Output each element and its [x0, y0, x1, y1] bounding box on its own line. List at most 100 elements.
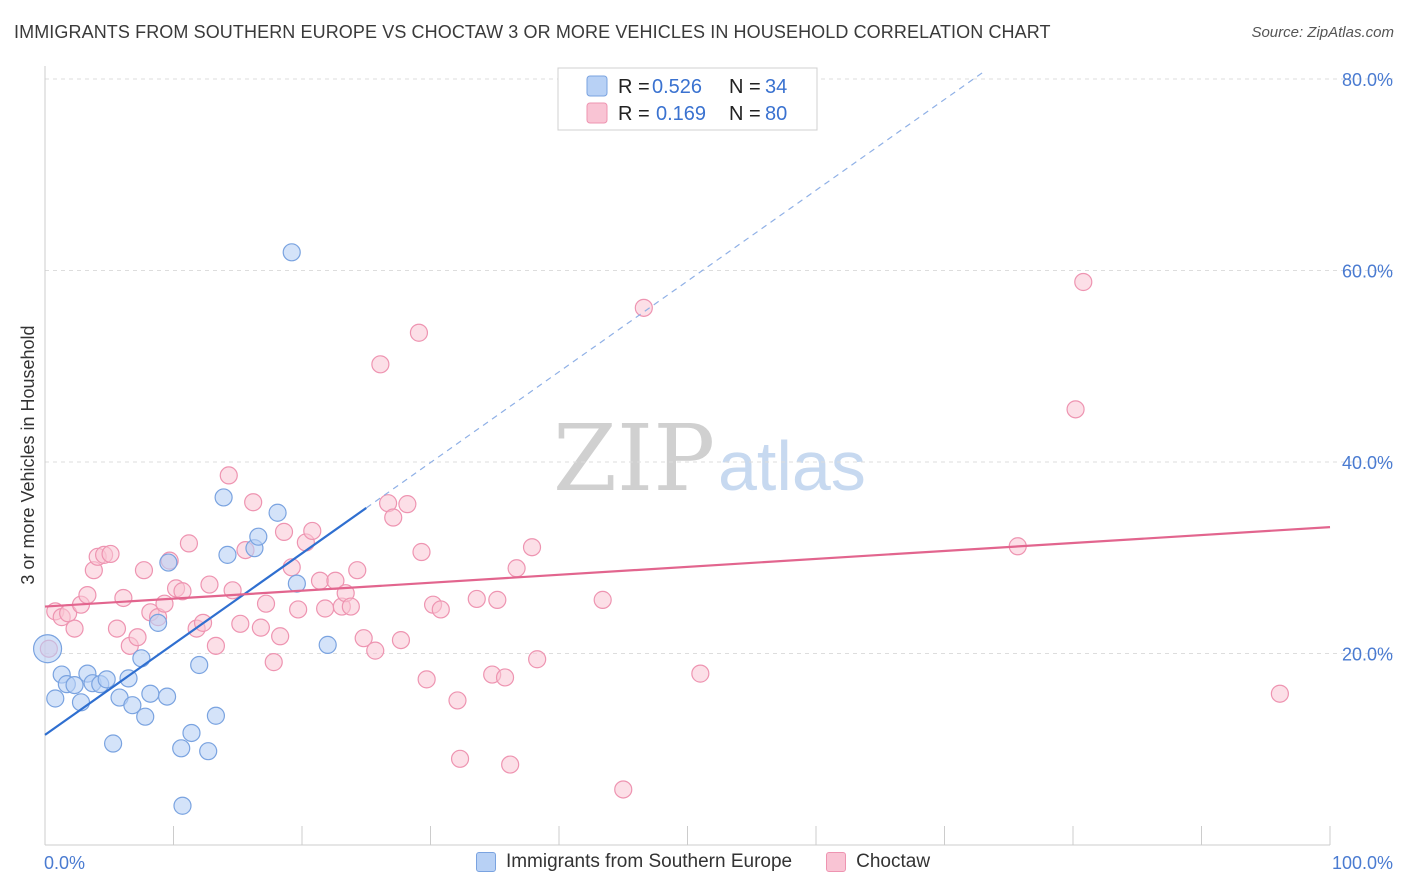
choctaw-point	[488, 590, 507, 609]
choctaw-point	[1270, 684, 1289, 703]
legend-n-value-blue: 34	[765, 76, 787, 98]
legend-item-choctaw[interactable]: Choctaw	[826, 851, 930, 873]
choctaw-point	[179, 534, 199, 553]
southern-europe-trend-line	[44, 507, 367, 736]
southern-europe-point	[148, 613, 168, 632]
trend-lines	[44, 71, 1331, 736]
choctaw-point	[501, 755, 520, 774]
choctaw-point	[467, 589, 486, 609]
choctaw-point	[316, 599, 335, 618]
southern-europe-point	[136, 707, 155, 726]
choctaw-point	[691, 664, 710, 683]
choctaw-point	[200, 575, 219, 594]
y-tick-label: 40.0%	[1342, 453, 1393, 473]
watermark-atlas: atlas	[718, 427, 866, 505]
choctaw-point	[391, 630, 411, 650]
southern-europe-point	[132, 649, 151, 668]
y-tick-label: 60.0%	[1342, 262, 1393, 282]
legend-label-choctaw: Choctaw	[856, 851, 931, 872]
southern-europe-point	[268, 503, 287, 522]
legend-item-southern-europe[interactable]: Immigrants from Southern Europe	[475, 851, 793, 873]
choctaw-point	[256, 594, 276, 613]
y-tick-label: 80.0%	[1342, 70, 1393, 90]
choctaw-point	[173, 582, 192, 601]
choctaw-point	[271, 627, 290, 646]
legend-label-southern-europe: Immigrants from Southern Europe	[505, 851, 793, 872]
choctaw-point	[310, 571, 330, 590]
southern-europe-trend-extension	[365, 71, 984, 509]
southern-europe-point	[159, 553, 178, 572]
legend-swatch-pink	[586, 102, 608, 124]
southern-europe-point	[141, 684, 160, 703]
chart-title: IMMIGRANTS FROM SOUTHERN EUROPE VS CHOCT…	[14, 22, 1051, 42]
choctaw-point	[412, 542, 431, 562]
choctaw-point	[448, 691, 467, 710]
choctaw-point	[522, 538, 542, 557]
choctaw-point	[1066, 400, 1085, 419]
choctaw-point	[341, 597, 360, 616]
choctaw-point	[431, 600, 450, 619]
y-tick-labels: 20.0% 40.0% 60.0% 80.0%	[1342, 70, 1393, 665]
choctaw-point	[128, 628, 147, 647]
watermark-zip: ZIP	[553, 405, 715, 512]
legend-r-label: R =	[618, 103, 650, 125]
choctaw-point	[409, 323, 429, 342]
choctaw-point	[354, 629, 373, 648]
southern-europe-point	[249, 527, 268, 546]
choctaw-point	[231, 614, 250, 633]
choctaw-point	[219, 466, 238, 485]
southern-europe-point	[46, 689, 65, 708]
legend-n-value-pink: 80	[765, 103, 787, 125]
southern-europe-point	[318, 635, 337, 654]
legend-n-label: N =	[729, 76, 761, 98]
choctaw-point	[634, 298, 653, 317]
y-tick-label: 20.0%	[1342, 645, 1393, 665]
choctaw-point	[348, 561, 367, 580]
series-legend: Immigrants from Southern Europe Choctaw	[0, 851, 1406, 873]
choctaw-point	[303, 521, 322, 541]
choctaw-point	[78, 585, 97, 605]
southern-europe-point	[32, 634, 63, 664]
southern-europe-point	[173, 796, 192, 815]
source-label: Source: ZipAtlas.com	[1251, 24, 1394, 41]
axes	[44, 66, 1330, 846]
choctaw-point	[528, 650, 547, 669]
legend-r-value-pink: 0.169	[656, 103, 706, 125]
choctaw-point	[366, 641, 385, 660]
southern-europe-point	[65, 675, 84, 695]
choctaw-point	[107, 619, 127, 638]
choctaw-point	[289, 600, 308, 619]
x-tick-label: 0.0%	[44, 853, 85, 873]
southern-europe-point	[214, 488, 233, 507]
choctaw-point	[65, 619, 84, 638]
choctaw-point	[1074, 272, 1093, 292]
choctaw-points	[39, 272, 1289, 799]
legend-r-value-blue: 0.526	[652, 76, 702, 98]
choctaw-point	[206, 636, 226, 655]
choctaw-point	[593, 590, 612, 609]
southern-europe-point	[182, 723, 201, 743]
gridlines	[45, 78, 1394, 845]
southern-europe-point	[97, 670, 116, 689]
choctaw-point	[384, 508, 403, 527]
choctaw-point	[417, 670, 436, 689]
y-axis-title: 3 or more Vehicles in Household	[18, 325, 38, 584]
choctaw-point	[450, 749, 470, 768]
choctaw-point	[264, 653, 283, 672]
choctaw-point	[114, 588, 133, 608]
southern-europe-point	[172, 739, 191, 758]
legend-r-label: R =	[618, 76, 650, 98]
legend-n-label: N =	[729, 103, 761, 125]
choctaw-point	[134, 561, 154, 580]
choctaw-trend-line	[44, 526, 1331, 608]
choctaw-point	[371, 355, 390, 374]
choctaw-point	[101, 544, 120, 564]
southern-europe-points	[32, 243, 337, 815]
x-tick-label: 100.0%	[1332, 853, 1393, 873]
choctaw-point	[495, 668, 515, 687]
southern-europe-point	[282, 243, 301, 262]
choctaw-point	[398, 495, 417, 514]
southern-europe-point	[123, 696, 142, 715]
southern-europe-point	[218, 545, 237, 564]
